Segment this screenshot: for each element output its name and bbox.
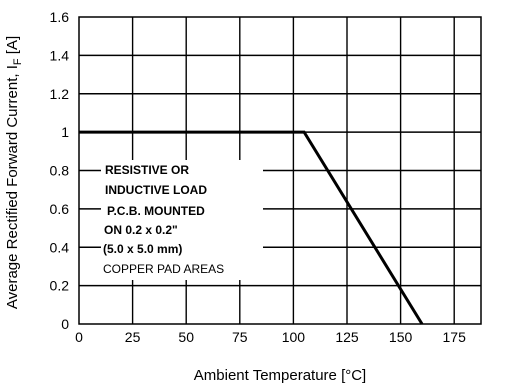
annotation-line: (5.0 x 5.0 mm) [103, 242, 182, 256]
annotation-line: P.C.B. MOUNTED [107, 204, 205, 218]
x-axis-title: Ambient Temperature [°C] [194, 367, 366, 384]
y-tick-label: 1.4 [50, 47, 70, 63]
x-tick-label: 150 [389, 329, 413, 345]
x-tick-label: 100 [282, 329, 306, 345]
y-axis-title-main: Average Rectified Forward Current, I [4, 65, 21, 309]
x-tick-label: 0 [75, 329, 83, 345]
plot-frame [78, 16, 482, 325]
x-tick-label: 175 [443, 329, 467, 345]
y-axis-title: Average Rectified Forward Current, IF [A… [4, 36, 24, 309]
x-tick-label: 25 [125, 329, 141, 345]
x-tick-label: 75 [232, 329, 248, 345]
y-tick-label: 0.2 [50, 278, 70, 294]
annotation-line: INDUCTIVE LOAD [105, 183, 207, 197]
x-tick-label: 50 [178, 329, 194, 345]
series [79, 130, 424, 325]
y-tick-label: 0.4 [50, 239, 70, 255]
y-axis-title-unit: [A] [4, 36, 21, 59]
annotation-line: ON 0.2 x 0.2" [104, 223, 178, 237]
annotation-line: COPPER PAD AREAS [103, 262, 224, 276]
tick-labels: 0 25 50 75 100 125 150 175 0 0.2 0.4 0.6 0.8 1 1.2 1.4 1… [50, 9, 467, 345]
annotation-line: RESISTIVE OR [105, 163, 189, 177]
y-tick-label: 1 [61, 124, 69, 140]
y-tick-label: 0.6 [50, 201, 70, 217]
series-line-0 [79, 130, 424, 325]
annotation-text: RESISTIVE OR INDUCTIVE LOAD P.C.B. MOUNTED… [103, 163, 224, 276]
y-tick-label: 1.2 [50, 86, 70, 102]
x-tick-label: 125 [335, 329, 359, 345]
y-tick-label: 0.8 [50, 163, 70, 179]
y-tick-label: 1.6 [50, 9, 70, 25]
annotation-background [101, 160, 263, 280]
y-tick-label: 0 [61, 316, 69, 332]
y-axis-title-subscript: F [12, 58, 24, 65]
